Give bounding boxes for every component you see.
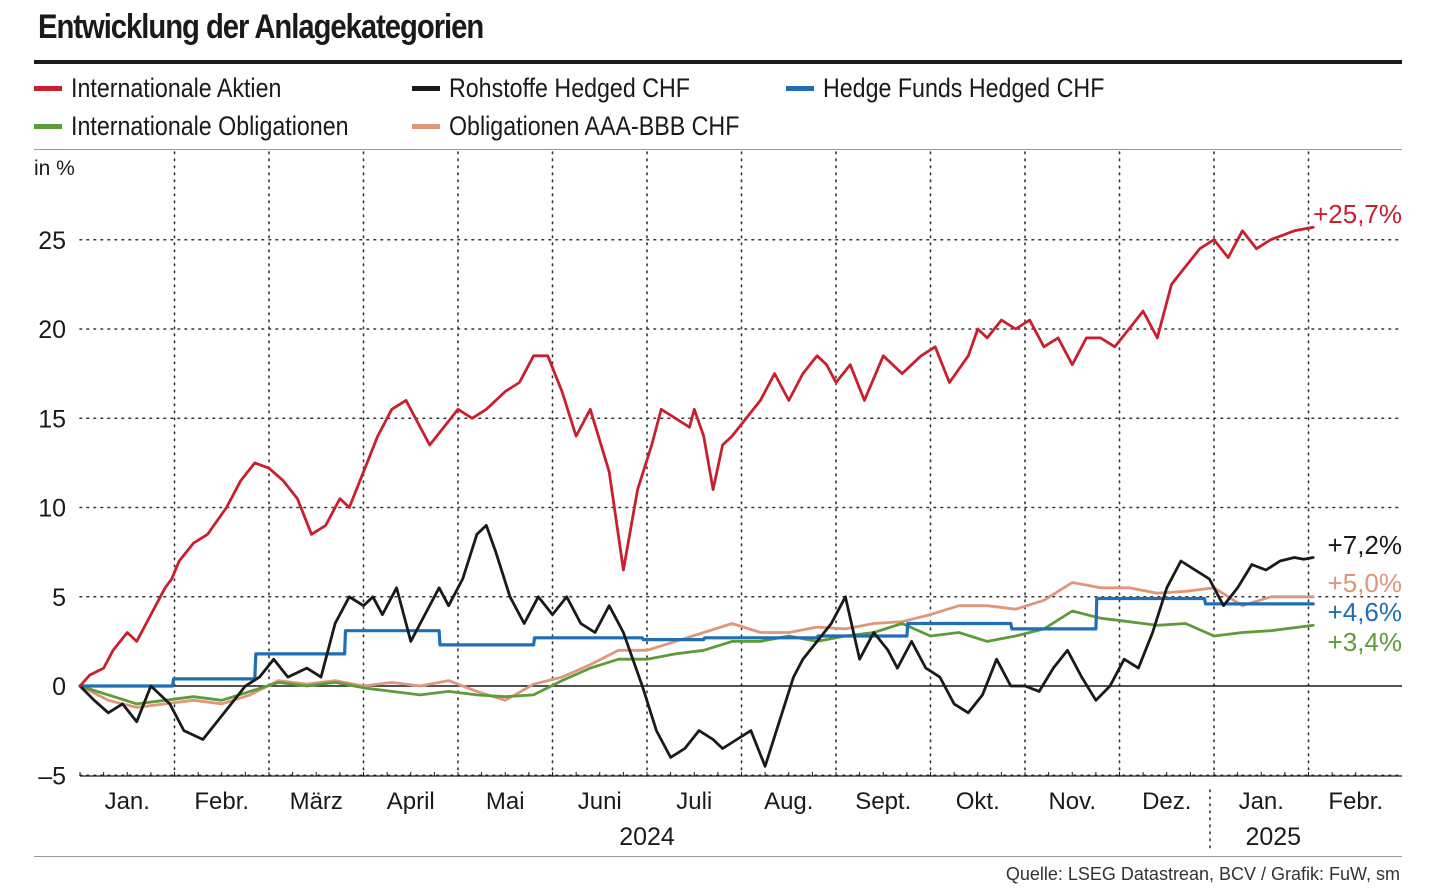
- series-internationale-aktien: [78, 225, 1315, 688]
- series-obligationen-chf: [78, 581, 1315, 709]
- y-tick-label: 15: [38, 405, 66, 433]
- y-tick-label: 25: [38, 227, 66, 255]
- series-rohstoffe: [78, 524, 1315, 768]
- x-tick-label: Febr.: [194, 788, 249, 815]
- end-labels: +25,7% +7,2% +5,0%+4,6%+3,4%: [1313, 199, 1402, 657]
- legend-label-rohstoffe: Rohstoffe Hedged CHF: [449, 72, 690, 103]
- legend-swatch-obligationen-chf: [412, 123, 440, 129]
- legend-rule: [34, 149, 1402, 150]
- legend-swatch-intl-obligationen: [34, 123, 62, 129]
- x-tick-label: Sept.: [855, 788, 911, 815]
- y-tick-label: 20: [38, 316, 66, 344]
- legend-label-intl-obligationen: Internationale Obligationen: [71, 110, 349, 141]
- legend-label-aktien: Internationale Aktien: [71, 72, 282, 103]
- legend: Internationale Aktien Rohstoffe Hedged C…: [34, 70, 1402, 146]
- x-tick-label: Juli: [676, 788, 712, 815]
- series-hedge-funds: [78, 596, 1315, 688]
- year-label-2025: 2025: [1245, 823, 1301, 851]
- source-note: Quelle: LSEG Datastrean, BCV / Grafik: F…: [1005, 864, 1400, 884]
- footer-rule: [34, 856, 1402, 857]
- x-tick-label: Febr.: [1328, 788, 1383, 815]
- legend-swatch-hedgefunds: [786, 85, 814, 91]
- year-label-2024: 2024: [619, 823, 675, 851]
- x-tick-label: Mai: [486, 788, 525, 815]
- x-tick-label: Jan.: [1239, 788, 1284, 815]
- end-label-aktien: +25,7%: [1313, 199, 1402, 229]
- y-tick-label: 5: [52, 584, 66, 612]
- title-rule: [34, 60, 1402, 64]
- legend-item-intl-obligationen: Internationale Obligationen: [34, 108, 394, 144]
- x-tick-label: Nov.: [1048, 788, 1096, 815]
- legend-item-aktien: Internationale Aktien: [34, 70, 316, 106]
- series-internationale-obligationen: [78, 609, 1315, 706]
- x-tick-label: März: [290, 788, 343, 815]
- y-tick-label: –5: [38, 762, 66, 790]
- legend-item-obligationen-chf: Obligationen AAA-BBB CHF: [412, 108, 787, 144]
- x-tick-label: Okt.: [956, 788, 1000, 815]
- y-tick-label: 0: [52, 673, 66, 701]
- end-label-rohstoffe: +7,2%: [1328, 530, 1402, 560]
- series-lines: [78, 225, 1315, 768]
- x-tick-label: Aug.: [764, 788, 813, 815]
- legend-item-rohstoffe: Rohstoffe Hedged CHF: [412, 70, 729, 106]
- legend-swatch-rohstoffe: [412, 85, 440, 91]
- x-tick-label: Jan.: [105, 788, 150, 815]
- x-tick-label: April: [387, 788, 435, 815]
- end-label-obligationen-chf: +5,0%: [1328, 568, 1402, 598]
- legend-swatch-aktien: [34, 85, 62, 91]
- y-axis-label: in %: [34, 157, 75, 180]
- y-tick-label: 10: [38, 495, 66, 523]
- end-label-intl-obligationen: +3,4%: [1328, 627, 1402, 657]
- chart-title: Entwicklung der Anlagekategorien: [38, 8, 484, 46]
- x-tick-label: Dez.: [1142, 788, 1191, 815]
- legend-label-obligationen-chf: Obligationen AAA-BBB CHF: [449, 110, 740, 141]
- end-label-hedge-funds: +4,6%: [1328, 597, 1402, 627]
- legend-label-hedgefunds: Hedge Funds Hedged CHF: [823, 72, 1105, 103]
- legend-item-hedgefunds: Hedge Funds Hedged CHF: [786, 70, 1150, 106]
- x-tick-label: Juni: [578, 788, 622, 815]
